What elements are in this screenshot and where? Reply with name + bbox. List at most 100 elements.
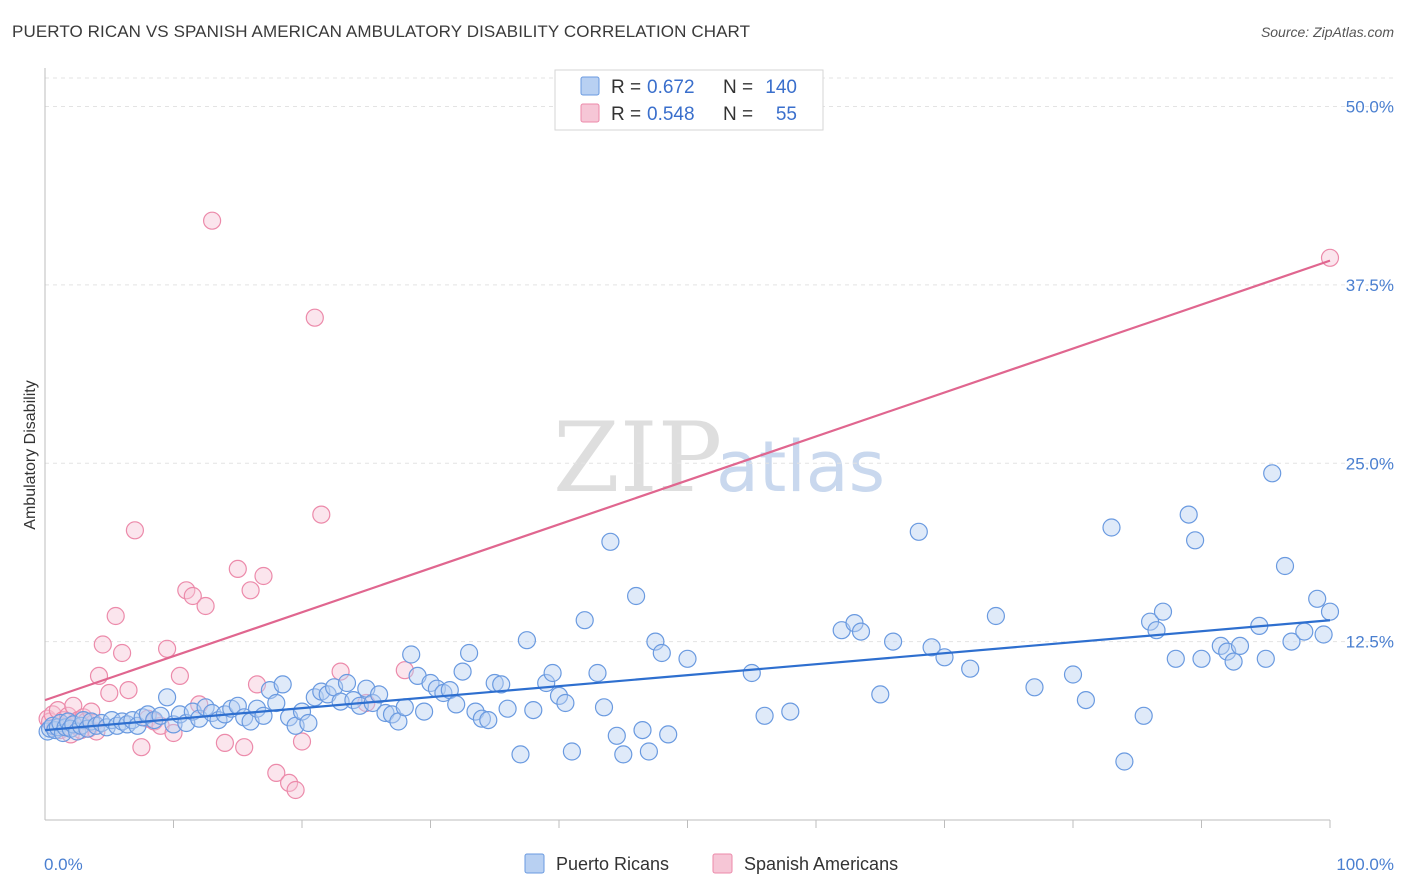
puerto-ricans-point xyxy=(549,686,569,706)
puerto-ricans-point xyxy=(1224,652,1243,671)
spanish-americans-point xyxy=(305,308,324,327)
legend-swatch-blue xyxy=(580,76,600,96)
puerto-ricans-point xyxy=(562,742,582,761)
puerto-ricans-point xyxy=(556,693,575,713)
legend-swatch-pink xyxy=(580,103,600,123)
puerto-ricans-point xyxy=(273,675,292,694)
legend-n-value-blue: 140 xyxy=(765,77,797,98)
puerto-ricans-point xyxy=(1230,636,1250,656)
puerto-ricans-point xyxy=(299,713,318,733)
series-swatch-puerto-ricans xyxy=(524,853,545,874)
puerto-ricans-point xyxy=(742,663,761,683)
spanish-americans-point xyxy=(125,521,144,540)
y-tick-label: 50.0% xyxy=(1346,98,1394,117)
puerto-ricans-point xyxy=(517,631,537,650)
puerto-ricans-point xyxy=(1314,625,1333,644)
spanish-americans-point xyxy=(280,773,299,793)
puerto-ricans-point xyxy=(588,663,607,683)
puerto-ricans-point xyxy=(922,638,941,657)
axes xyxy=(44,68,1331,828)
puerto-ricans-point xyxy=(479,710,498,730)
puerto-ricans-point xyxy=(460,643,479,663)
puerto-ricans-point xyxy=(871,685,890,704)
spanish-americans-point xyxy=(132,738,151,757)
spanish-americans-point xyxy=(196,596,215,616)
puerto-ricans-point xyxy=(1185,531,1205,550)
puerto-ricans-point xyxy=(447,695,466,714)
puerto-ricans-point xyxy=(402,645,421,664)
legend-r-label: R = xyxy=(611,77,641,98)
spanish-americans-point xyxy=(112,643,132,663)
spanish-americans-point xyxy=(170,666,189,686)
spanish-americans-point xyxy=(312,505,331,524)
puerto-ricans-point xyxy=(575,611,594,630)
puerto-ricans-point xyxy=(511,745,530,764)
puerto-ricans-point xyxy=(1166,649,1185,668)
puerto-ricans-point xyxy=(1192,649,1211,668)
legend-n-label-2: N = xyxy=(723,104,753,125)
puerto-ricans-point xyxy=(639,742,659,761)
spanish-americans-point xyxy=(241,581,260,600)
puerto-ricans-point xyxy=(415,702,434,721)
watermark-atlas: atlas xyxy=(716,426,885,508)
puerto-ricans-point xyxy=(376,703,395,723)
series-swatch-spanish-americans xyxy=(712,853,733,874)
spanish-americans-point xyxy=(331,662,350,681)
spanish-americans-point xyxy=(100,683,119,703)
series-label-puerto-ricans: Puerto Ricans xyxy=(556,854,669,874)
x-tick-label-max: 100.0% xyxy=(1336,855,1394,874)
y-tick-labels: 12.5% 25.0% 37.5% 50.0% xyxy=(1346,98,1394,652)
puerto-ricans-point xyxy=(626,586,646,606)
puerto-ricans-point xyxy=(646,632,665,651)
puerto-ricans-point xyxy=(1295,622,1314,641)
chart-title: PUERTO RICAN VS SPANISH AMERICAN AMBULAT… xyxy=(12,22,751,41)
spanish-americans-point xyxy=(286,780,305,800)
puerto-ricans-point xyxy=(1025,678,1044,697)
puerto-ricans-point xyxy=(1275,556,1295,576)
puerto-ricans-point xyxy=(607,726,626,745)
puerto-ricans-point xyxy=(453,662,472,681)
puerto-ricans-point xyxy=(543,663,562,683)
puerto-ricans-point xyxy=(594,698,614,717)
source-label: Source: ZipAtlas.com xyxy=(1260,24,1394,40)
puerto-ricans-point xyxy=(1076,690,1096,710)
puerto-ricans-point xyxy=(614,745,633,764)
spanish-americans-point xyxy=(119,680,138,700)
puerto-ricans-point xyxy=(38,722,57,741)
trend-lines xyxy=(44,259,1331,732)
legend-r-value-pink: 0.548 xyxy=(647,104,695,125)
spanish-americans-point xyxy=(228,559,247,579)
puerto-ricans-point xyxy=(1263,464,1282,483)
puerto-ricans-point xyxy=(524,700,543,720)
puerto-ricans-point xyxy=(909,522,928,541)
puerto-ricans-point xyxy=(1179,505,1198,524)
puerto-ricans-point xyxy=(883,632,903,651)
legend-r-label-2: R = xyxy=(611,104,641,125)
puerto-ricans-point xyxy=(935,648,954,667)
puerto-ricans-point xyxy=(370,685,389,704)
puerto-ricans-point xyxy=(158,688,177,707)
puerto-ricans-point xyxy=(1282,632,1301,651)
series-legend: Puerto Ricans Spanish Americans xyxy=(524,853,898,874)
legend-box xyxy=(554,69,824,131)
watermark-zip: ZIP xyxy=(553,402,722,514)
puerto-ricans-point xyxy=(1063,665,1083,684)
puerto-ricans-point xyxy=(781,702,800,721)
spanish-americans-point xyxy=(106,606,125,626)
spanish-americans-point xyxy=(215,733,234,753)
puerto-ricans-point xyxy=(986,606,1006,626)
puerto-ricans-point xyxy=(1153,602,1173,621)
puerto-ricans-point xyxy=(498,699,517,718)
spanish-americans-point xyxy=(292,732,312,751)
spanish-americans-point xyxy=(93,635,112,654)
puerto-ricans-point xyxy=(337,673,357,693)
puerto-ricans-point xyxy=(601,532,620,551)
spanish-americans-point xyxy=(158,639,177,658)
y-axis-label: Ambulatory Disability xyxy=(22,380,39,529)
puerto-ricans-point xyxy=(851,622,871,641)
puerto-ricans-point xyxy=(267,693,286,713)
grid xyxy=(45,77,1394,643)
puerto-ricans-point xyxy=(678,649,697,668)
puerto-ricans-point xyxy=(633,720,652,740)
